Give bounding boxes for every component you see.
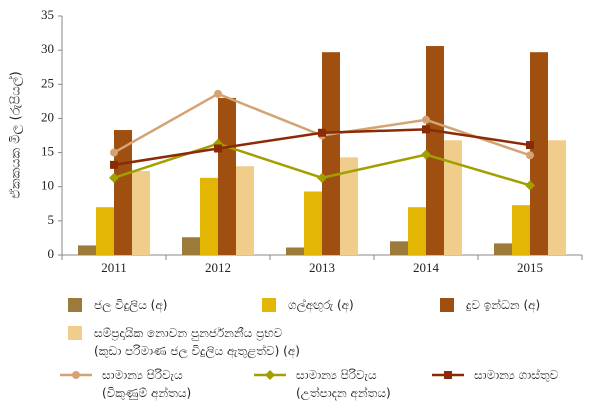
y-tick-label: 30	[41, 41, 54, 56]
legend-label: සාමාන්‍ය පිරිවැය (උත්පාදන අන්තය)	[296, 368, 391, 400]
marker	[72, 371, 80, 379]
bar	[494, 243, 512, 255]
x-tick-label: 2014	[413, 260, 440, 275]
marker	[444, 371, 452, 379]
marker	[110, 148, 118, 157]
bar	[218, 97, 236, 255]
marker	[526, 141, 534, 150]
marker	[422, 115, 430, 124]
bar	[390, 241, 408, 255]
marker	[318, 128, 326, 137]
x-tick-label: 2011	[101, 260, 127, 275]
bar	[530, 52, 548, 255]
bar	[512, 205, 530, 255]
legend-label: සාමාන්‍ය පිරිවැය (විකුණුම් අන්තය)	[102, 368, 192, 400]
bar	[200, 177, 218, 255]
legend-swatch	[68, 326, 82, 340]
legend-label: ගල්අඟුරු (අ)	[288, 298, 354, 312]
legend-label: සම්ප්‍රදායික නොවන පුනර්ජනනීය ප්‍රභව (කුඩ…	[94, 326, 300, 358]
marker	[526, 151, 534, 160]
legend-label: දුව ඉන්ධන (අ)	[466, 298, 541, 312]
x-tick-label: 2015	[517, 260, 543, 275]
legend-swatch	[262, 298, 276, 312]
bar	[182, 237, 200, 255]
y-tick-label: 15	[41, 144, 54, 159]
legend-swatch	[68, 298, 82, 312]
bar	[426, 46, 444, 255]
bar	[78, 245, 96, 255]
bar	[444, 140, 462, 255]
bar	[114, 130, 132, 255]
y-tick-label: 5	[48, 212, 55, 227]
marker	[214, 144, 222, 153]
legend-label: සාමාන්‍ය ගාස්තුව	[474, 368, 559, 382]
marker	[317, 172, 327, 183]
marker	[525, 180, 535, 191]
marker	[109, 172, 119, 183]
y-tick-label: 0	[48, 246, 55, 261]
bar	[96, 207, 114, 255]
marker	[110, 160, 118, 169]
y-axis-label: ඒකකයක මිල (රුපියල්)	[7, 71, 23, 198]
legend-swatch	[440, 298, 454, 312]
bar	[132, 171, 150, 255]
bar	[322, 52, 340, 255]
marker	[422, 125, 430, 134]
marker	[214, 89, 222, 98]
bar	[236, 166, 254, 255]
x-tick-label: 2012	[205, 260, 231, 275]
bar	[286, 247, 304, 255]
y-tick-label: 35	[41, 7, 54, 22]
marker	[421, 149, 431, 160]
x-tick-label: 2013	[309, 260, 335, 275]
y-tick-label: 20	[41, 109, 54, 124]
y-tick-label: 25	[41, 75, 54, 90]
legend-label: ජල විදුලිය (අ)	[94, 298, 168, 312]
bar	[304, 191, 322, 255]
y-tick-label: 10	[41, 178, 54, 193]
marker	[265, 370, 275, 380]
bar	[340, 157, 358, 255]
bar	[548, 140, 566, 255]
bar	[408, 207, 426, 255]
